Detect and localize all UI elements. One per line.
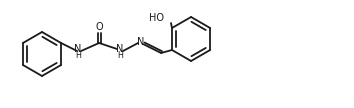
Text: N: N (137, 37, 145, 47)
Text: H: H (117, 51, 123, 60)
Text: N: N (74, 44, 82, 55)
Text: O: O (95, 22, 103, 32)
Text: HO: HO (149, 13, 164, 23)
Text: N: N (116, 44, 124, 55)
Text: H: H (75, 51, 81, 60)
